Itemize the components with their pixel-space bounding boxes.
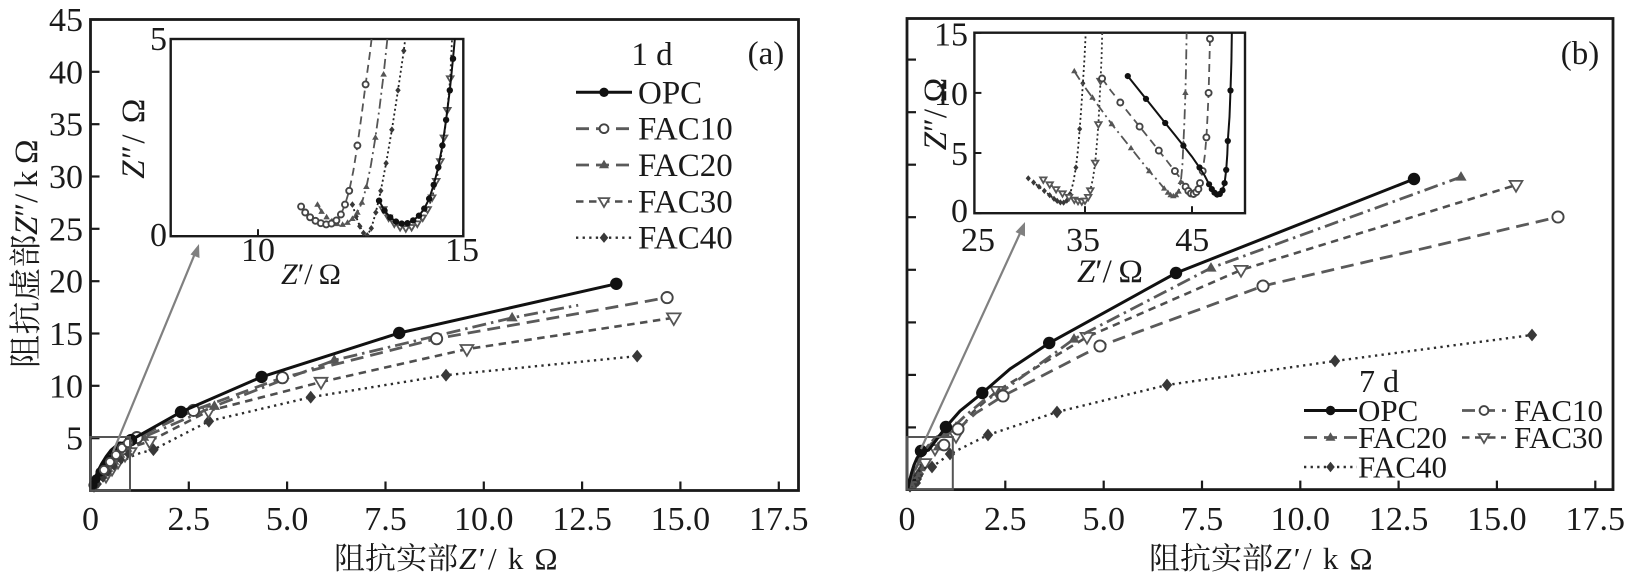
svg-text:Z″/ Ω: Z″/ Ω — [918, 78, 954, 150]
svg-text:Z″/ Ω: Z″/ Ω — [116, 97, 152, 179]
svg-text:0: 0 — [951, 193, 968, 230]
svg-text:15: 15 — [934, 17, 968, 54]
svg-text:5.0: 5.0 — [266, 501, 309, 538]
svg-text:Z′/ Ω: Z′/ Ω — [1077, 254, 1143, 290]
svg-text:10.0: 10.0 — [1271, 501, 1331, 538]
svg-text:FAC30: FAC30 — [638, 185, 733, 221]
svg-text:45: 45 — [1175, 222, 1209, 259]
svg-text:30: 30 — [49, 159, 83, 196]
svg-text:FAC20: FAC20 — [1358, 420, 1447, 455]
svg-text:(a): (a) — [748, 36, 785, 72]
svg-text:10: 10 — [49, 368, 83, 405]
svg-text:2.5: 2.5 — [984, 501, 1027, 538]
svg-text:17.5: 17.5 — [1566, 501, 1626, 538]
svg-text:25: 25 — [961, 222, 995, 259]
svg-text:12.5: 12.5 — [552, 501, 612, 538]
svg-text:FAC10: FAC10 — [1514, 393, 1603, 428]
svg-text:Z″/ k Ω: Z″/ k Ω — [9, 139, 45, 235]
svg-text:10.0: 10.0 — [454, 501, 514, 538]
svg-text:2.5: 2.5 — [168, 501, 211, 538]
svg-text:7 d: 7 d — [1359, 363, 1399, 399]
svg-text:1 d: 1 d — [631, 37, 673, 73]
svg-text:OPC: OPC — [638, 75, 702, 111]
svg-text:5.0: 5.0 — [1082, 501, 1125, 538]
svg-text:Z′/ k Ω: Z′/ k Ω — [1274, 541, 1375, 575]
svg-text:FAC40: FAC40 — [1358, 450, 1447, 485]
svg-text:10: 10 — [241, 232, 275, 269]
svg-text:Z′/ k Ω: Z′/ k Ω — [459, 541, 560, 575]
svg-text:FAC10: FAC10 — [638, 112, 733, 148]
svg-text:12.5: 12.5 — [1369, 501, 1429, 538]
svg-text:0: 0 — [150, 217, 167, 254]
svg-text:OPC: OPC — [1358, 393, 1418, 428]
svg-text:0: 0 — [899, 501, 916, 538]
svg-text:FAC40: FAC40 — [638, 221, 733, 257]
svg-text:5: 5 — [66, 421, 83, 458]
svg-text:5: 5 — [150, 21, 167, 58]
svg-text:17.5: 17.5 — [749, 501, 809, 538]
svg-text:45: 45 — [49, 2, 83, 39]
svg-text:Z′/ Ω: Z′/ Ω — [281, 258, 341, 291]
svg-text:7.5: 7.5 — [364, 501, 407, 538]
svg-text:15: 15 — [49, 316, 83, 353]
svg-text:FAC20: FAC20 — [638, 148, 733, 184]
svg-text:10: 10 — [934, 76, 968, 113]
svg-text:FAC30: FAC30 — [1514, 420, 1603, 455]
svg-text:40: 40 — [49, 54, 83, 91]
svg-text:25: 25 — [49, 211, 83, 248]
svg-text:15.0: 15.0 — [1467, 501, 1527, 538]
svg-text:15.0: 15.0 — [651, 501, 711, 538]
svg-text:35: 35 — [1066, 222, 1100, 259]
svg-text:20: 20 — [49, 264, 83, 301]
svg-text:7.5: 7.5 — [1181, 501, 1224, 538]
svg-text:35: 35 — [49, 107, 83, 144]
svg-text:0: 0 — [82, 501, 99, 538]
svg-text:5: 5 — [951, 136, 968, 173]
svg-text:(b): (b) — [1561, 36, 1599, 72]
svg-text:15: 15 — [445, 232, 479, 269]
